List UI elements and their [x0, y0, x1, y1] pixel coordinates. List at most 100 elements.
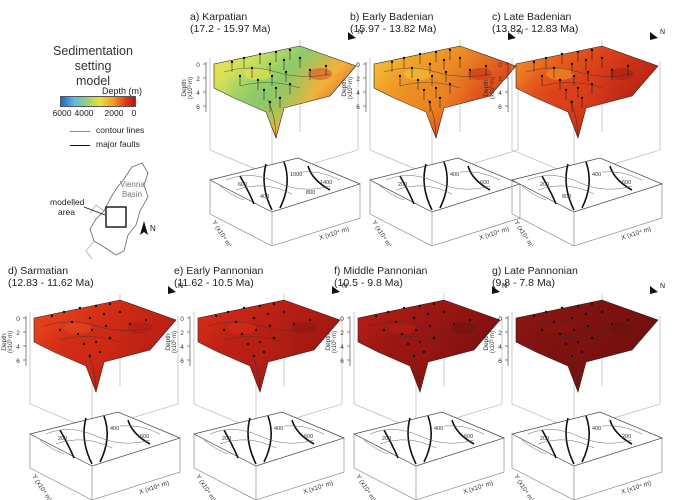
contour-map: 200 400 200: [511, 411, 664, 500]
panel-title-line-2: (9.8 - 7.8 Ma): [492, 277, 556, 289]
contour-map: 200 400 600: [353, 411, 506, 500]
depth-tick-label: 2: [356, 76, 360, 83]
contour-lines-label: contour lines: [96, 125, 145, 135]
north-arrow-icon: N: [168, 283, 183, 294]
y-axis-label: Y (x10⁴ m): [370, 219, 392, 246]
well-marker: [412, 354, 416, 358]
contour-lines: 600 1000 1400 400 800: [219, 171, 341, 201]
major-fault-lines: [223, 415, 315, 465]
depth-tick-label: 4: [498, 90, 502, 97]
well-marker: [426, 312, 430, 316]
contour-label: 800: [562, 194, 571, 200]
depth-surface: [357, 299, 501, 393]
well-marker: [584, 58, 588, 62]
well-marker: [270, 74, 274, 78]
depth-tick-label: 0: [16, 316, 20, 323]
depth-tick-label: 6: [356, 104, 360, 111]
well-marker: [468, 318, 472, 322]
contour-label: 400: [434, 426, 443, 432]
major-fault-lines: [383, 415, 475, 465]
well-marker: [532, 314, 536, 318]
major-fault-lines: [59, 415, 151, 465]
depth-axis-label: Depth: [483, 79, 490, 97]
y-axis-label: Y (x10⁴ m): [194, 473, 216, 500]
major-fault-lines: [239, 161, 331, 211]
contour-label: 200: [540, 436, 549, 442]
major-faults-label: major faults: [96, 139, 140, 149]
well-marker: [552, 66, 556, 70]
contour-label: 800: [306, 190, 315, 196]
well-marker: [238, 74, 242, 78]
well-markers: [390, 48, 488, 112]
modelled-area-box: [105, 206, 127, 228]
contour-label: 600: [304, 434, 313, 440]
well-markers: [230, 48, 328, 112]
well-marker: [242, 56, 246, 60]
svg-text:N: N: [342, 283, 347, 290]
contour-lines: 200 400 600: [363, 425, 485, 455]
depth-tick-label: 6: [180, 358, 184, 365]
well-marker: [484, 64, 488, 68]
depth-axis: 0 2 4 6 Depth (x10³ m): [483, 316, 509, 366]
depth-tick-label: 6: [498, 358, 502, 365]
well-marker: [558, 332, 562, 336]
north-arrow-icon: N: [140, 221, 156, 235]
map-basin-label-1: Vienna: [120, 180, 145, 189]
contour-map: 200 400 600 800: [511, 157, 664, 246]
well-markers: [50, 302, 148, 358]
well-marker: [576, 86, 580, 90]
north-arrow-icon: N: [332, 283, 347, 294]
north-arrow-icon: N: [492, 283, 507, 294]
well-marker: [62, 310, 66, 314]
well-marker: [590, 82, 594, 86]
panel-title-line-1: f) Middle Pannonian: [334, 265, 428, 277]
panel-g-figure: 0 2 4 6 Depth (x10³ m) N 200 400 200 X (x10⁴ m) Y (…: [483, 283, 665, 500]
well-marker: [540, 74, 544, 78]
depth-axis: 0 2 4 6 Depth (x10³ m): [341, 62, 367, 112]
svg-text:N: N: [518, 29, 523, 36]
well-marker: [258, 304, 262, 308]
svg-text:N: N: [660, 29, 665, 36]
depth-tick-label: 4: [16, 344, 20, 351]
depth-axis-label: Depth: [181, 79, 188, 97]
contour-map: 200 400 600: [29, 411, 182, 500]
map-area-label-2: area: [58, 207, 75, 217]
y-axis-label: Y (x10⁴ m): [354, 473, 376, 500]
well-marker: [572, 328, 576, 332]
y-axis-label: Y (x10⁴ m): [512, 219, 534, 246]
svg-text:N: N: [660, 283, 665, 290]
depth-tick: 6000: [52, 108, 72, 118]
well-marker: [412, 316, 416, 320]
well-marker: [590, 336, 594, 340]
depth-tick-label: 0: [340, 316, 344, 323]
panel-e: e) Early Pannonian (11.62 - 10.5 Ma) 0 2 4 6 D…: [164, 254, 364, 500]
well-marker: [540, 328, 544, 332]
depth-tick-label: 2: [16, 330, 20, 337]
depth-axis-label: Depth: [341, 79, 348, 97]
major-fault-lines: [541, 415, 633, 465]
north-arrow-icon: N: [650, 29, 665, 40]
major-fault-lines: [399, 161, 491, 211]
depth-tick-label: 0: [356, 62, 360, 69]
well-marker: [564, 88, 568, 92]
well-marker: [600, 310, 604, 314]
well-markers: [532, 48, 630, 112]
well-marker: [128, 322, 132, 326]
well-marker: [274, 86, 278, 90]
well-marker: [448, 48, 452, 52]
well-marker: [576, 304, 580, 308]
depth-surface: [213, 45, 357, 139]
well-marker: [560, 52, 564, 56]
depth-tick-label: 6: [498, 104, 502, 111]
depth-tick-label: 4: [356, 90, 360, 97]
well-marker: [626, 64, 630, 68]
panel-d: d) Sarmatian (12.83 - 11.62 Ma) 0 2 4 6 Depth(…: [0, 254, 200, 500]
well-marker: [262, 350, 266, 354]
panel-title-line-1: g) Late Pannonian: [492, 265, 578, 277]
well-marker: [268, 62, 272, 66]
well-marker: [610, 68, 614, 72]
well-marker: [144, 318, 148, 322]
